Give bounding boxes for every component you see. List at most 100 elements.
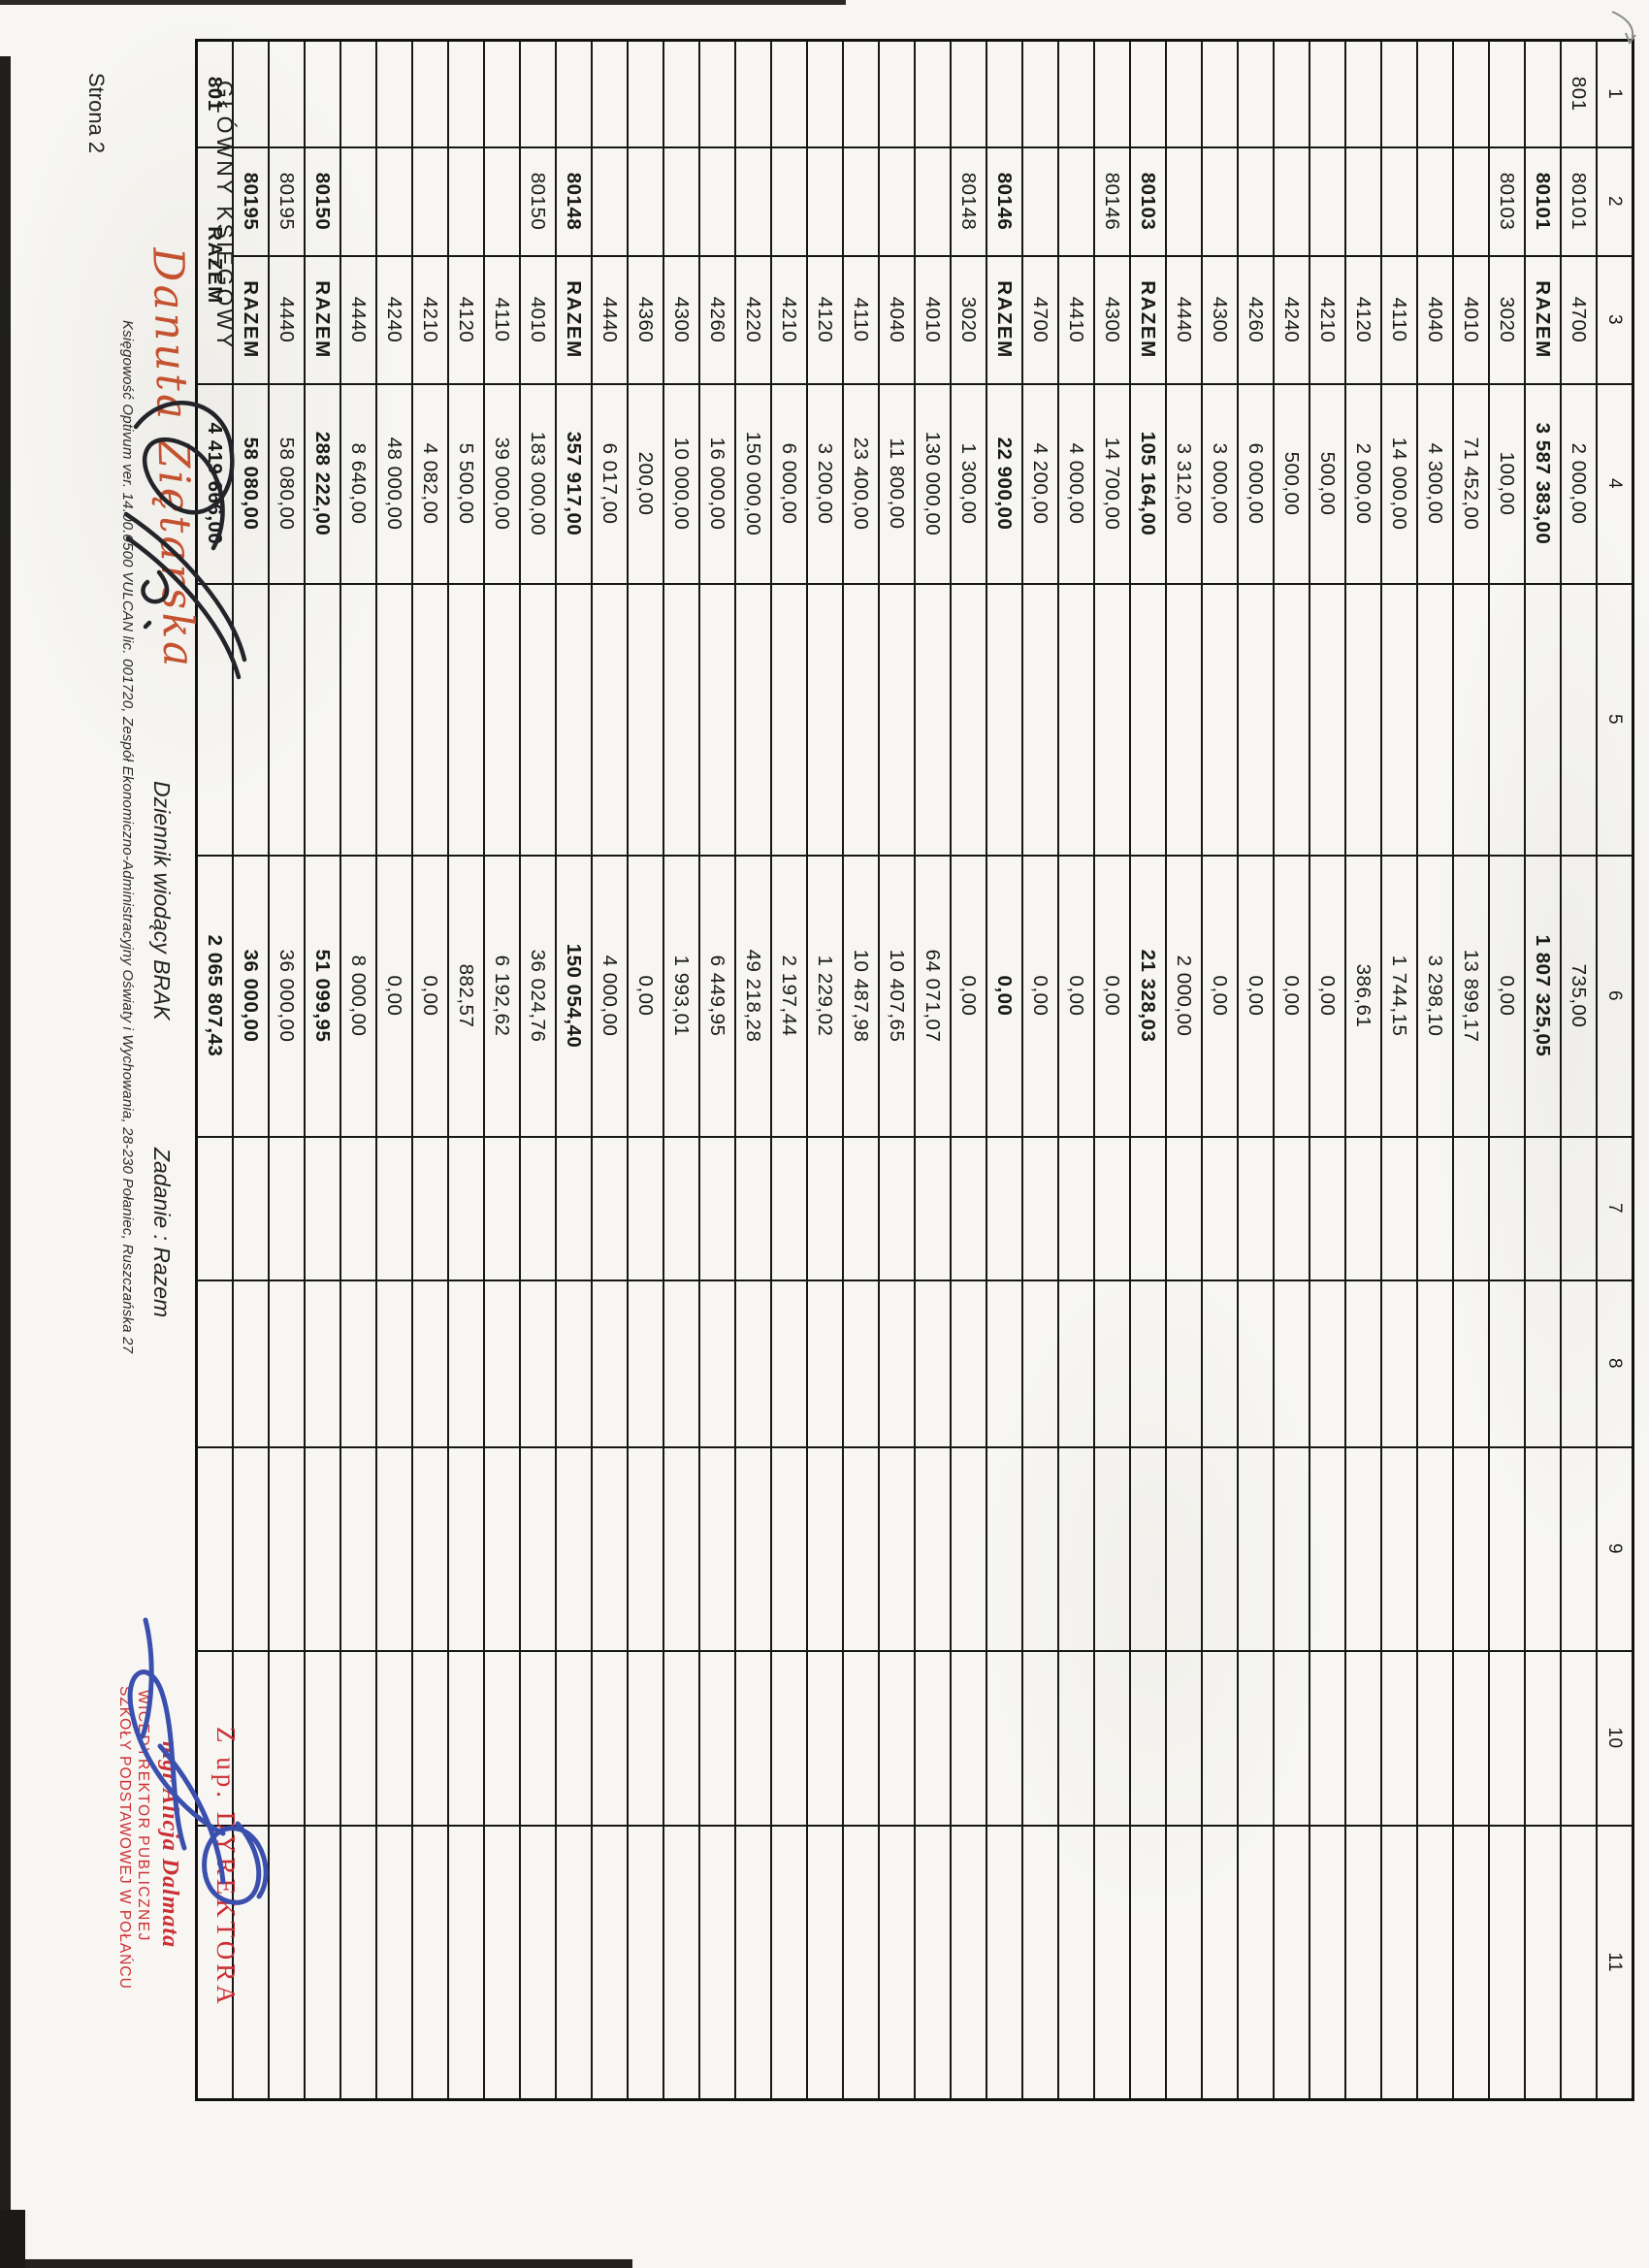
cell-dzial — [448, 40, 484, 147]
cell-empty-10 — [412, 1650, 448, 1826]
cell-rozdzial: 80146 — [986, 146, 1022, 256]
cell-empty-10 — [879, 1650, 915, 1826]
cell-dzial — [412, 40, 448, 147]
cell-wykonanie-amount: 10 487,98 — [843, 855, 879, 1137]
cell-empty-9 — [556, 1446, 592, 1651]
column-header-9: 9 — [1597, 1446, 1633, 1651]
cell-rozdzial: 80150 — [305, 146, 340, 256]
cell-empty-10 — [592, 1650, 628, 1826]
table-row: 4440 3 312,00 2 000,00 — [1166, 40, 1202, 2100]
cell-empty-11 — [843, 1825, 879, 2100]
cell-rozdzial — [412, 146, 448, 256]
cell-dzial — [1058, 40, 1094, 147]
cell-empty-8 — [1274, 1280, 1310, 1447]
cell-wykonanie-amount: 36 000,00 — [233, 855, 269, 1137]
cell-paragraf: RAZEM — [1130, 255, 1166, 384]
cell-empty-11 — [1525, 1825, 1561, 2100]
cell-rozdzial: 80146 — [1094, 146, 1130, 256]
cell-empty-7 — [1058, 1136, 1094, 1280]
cell-empty-5 — [1345, 583, 1381, 856]
cell-dzial — [1345, 40, 1381, 147]
cell-rozdzial — [1166, 146, 1202, 256]
cell-rozdzial: 80103 — [1489, 146, 1525, 256]
cell-empty-8 — [771, 1280, 807, 1447]
cell-empty-8 — [807, 1280, 843, 1447]
cell-empty-9 — [1310, 1446, 1345, 1651]
table-row: 4110 14 000,00 1 744,15 — [1381, 40, 1417, 2100]
table-row: 80103 3020 100,00 0,00 — [1489, 40, 1525, 2100]
cell-empty-11 — [1417, 1825, 1453, 2100]
cell-empty-5 — [1274, 583, 1310, 856]
cell-empty-8 — [1489, 1280, 1525, 1447]
cell-empty-11 — [520, 1825, 556, 2100]
table-row: 4120 3 200,00 1 229,02 — [807, 40, 843, 2100]
cell-paragraf: 4240 — [376, 255, 412, 384]
table-header-row: 1 2 3 4 5 6 7 8 9 10 11 — [1597, 40, 1633, 2100]
cell-rozdzial: 80148 — [556, 146, 592, 256]
cell-wykonanie-amount: 49 218,28 — [735, 855, 771, 1137]
cell-rozdzial — [1238, 146, 1274, 256]
cell-empty-8 — [735, 1280, 771, 1447]
cell-plan-amount: 2 000,00 — [1345, 383, 1381, 584]
cell-dzial — [1022, 40, 1058, 147]
cell-wykonanie-amount: 2 065 807,43 — [196, 855, 233, 1137]
cell-paragraf: 4210 — [1310, 255, 1345, 384]
cell-empty-7 — [986, 1136, 1022, 1280]
table-row: 80150 4010 183 000,00 36 024,76 — [520, 40, 556, 2100]
cell-empty-9 — [1525, 1446, 1561, 1651]
cell-rozdzial — [1453, 146, 1489, 256]
column-header-11: 11 — [1597, 1825, 1633, 2100]
cell-empty-11 — [1274, 1825, 1310, 2100]
cell-wykonanie-amount: 2 197,44 — [771, 855, 807, 1137]
cell-dzial — [1310, 40, 1345, 147]
cell-rozdzial — [448, 146, 484, 256]
table-row: 4300 3 000,00 0,00 — [1202, 40, 1238, 2100]
cell-plan-amount: 288 222,00 — [305, 383, 340, 584]
table-row: 4440 6 017,00 4 000,00 — [592, 40, 628, 2100]
cell-empty-9 — [1453, 1446, 1489, 1651]
cell-empty-7 — [735, 1136, 771, 1280]
cell-dzial — [628, 40, 663, 147]
cell-plan-amount: 130 000,00 — [915, 383, 951, 584]
cell-empty-11 — [628, 1825, 663, 2100]
cell-empty-9 — [520, 1446, 556, 1651]
table-row: 4210 4 082,00 0,00 — [412, 40, 448, 2100]
cell-dzial — [735, 40, 771, 147]
cell-rozdzial — [484, 146, 520, 256]
cell-wykonanie-amount: 6 192,62 — [484, 855, 520, 1137]
cell-empty-9 — [1202, 1446, 1238, 1651]
cell-wykonanie-amount: 1 807 325,05 — [1525, 855, 1561, 1137]
cell-rozdzial — [1381, 146, 1417, 256]
cell-dzial — [1094, 40, 1130, 147]
cell-paragraf: 4260 — [699, 255, 735, 384]
cell-empty-9 — [735, 1446, 771, 1651]
cell-empty-7 — [1202, 1136, 1238, 1280]
cell-empty-7 — [1274, 1136, 1310, 1280]
table-row: 80101 RAZEM 3 587 383,00 1 807 325,05 — [1525, 40, 1561, 2100]
cell-empty-9 — [807, 1446, 843, 1651]
cell-empty-8 — [1417, 1280, 1453, 1447]
table-row: 80146 4300 14 700,00 0,00 — [1094, 40, 1130, 2100]
cell-empty-11 — [1166, 1825, 1202, 2100]
cell-empty-8 — [1561, 1280, 1597, 1447]
cell-empty-11 — [376, 1825, 412, 2100]
cell-empty-8 — [628, 1280, 663, 1447]
cell-paragraf: 4220 — [735, 255, 771, 384]
cell-rozdzial — [843, 146, 879, 256]
cell-wykonanie-amount: 2 000,00 — [1166, 855, 1202, 1137]
cell-plan-amount: 48 000,00 — [376, 383, 412, 584]
cell-paragraf: 4260 — [1238, 255, 1274, 384]
column-header-7: 7 — [1597, 1136, 1633, 1280]
journal-note: Dziennik wiodący BRAK — [149, 781, 175, 1021]
cell-dzial — [340, 40, 376, 147]
cell-dzial — [951, 40, 986, 147]
cell-paragraf: 4040 — [879, 255, 915, 384]
handwritten-signature-blue — [127, 1617, 269, 1905]
cell-empty-7 — [592, 1136, 628, 1280]
table-row: 4040 11 800,00 10 407,65 — [879, 40, 915, 2100]
cell-empty-8 — [951, 1280, 986, 1447]
cell-empty-11 — [1130, 1825, 1166, 2100]
cell-wykonanie-amount: 10 407,65 — [879, 855, 915, 1137]
cell-plan-amount: 16 000,00 — [699, 383, 735, 584]
